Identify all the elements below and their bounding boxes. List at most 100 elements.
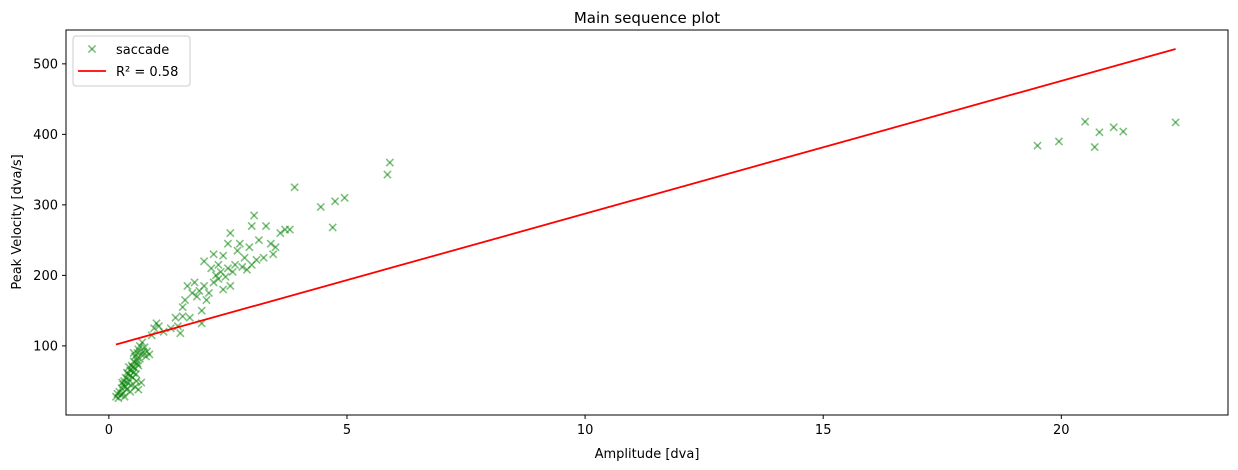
- scatter-point: [226, 228, 235, 238]
- scatter-point: [188, 288, 197, 298]
- scatter-point: [233, 246, 242, 255]
- scatter-point: [330, 197, 340, 206]
- scatter-point: [218, 285, 228, 294]
- scatter-point: [183, 281, 192, 291]
- y-tick-label: 300: [33, 198, 58, 213]
- scatter-point: [214, 274, 223, 284]
- scatter-point: [118, 378, 127, 387]
- scatter-point: [140, 343, 149, 352]
- legend: saccade R² = 0.58: [72, 35, 191, 87]
- scatter-point: [178, 312, 187, 321]
- scatter-point: [137, 378, 146, 387]
- scatter-point: [328, 223, 337, 232]
- scatter-point: [131, 369, 141, 379]
- scatter-point: [385, 158, 395, 167]
- scatter-point: [209, 278, 218, 287]
- x-axis: 0 5 10 15 20: [105, 415, 1070, 438]
- scatter-point: [120, 392, 129, 401]
- x-tick-label: 15: [815, 423, 832, 438]
- legend-label-saccade: saccade: [116, 43, 169, 58]
- scatter-point: [190, 278, 199, 287]
- scatter-point: [238, 262, 247, 272]
- scatter-point: [226, 281, 235, 291]
- scatter-point: [261, 221, 271, 231]
- scatter-point: [290, 183, 299, 192]
- scatter-point: [178, 302, 187, 312]
- scatter-point: [132, 355, 141, 365]
- plot-area-frame: [65, 29, 1229, 416]
- scatter-point: [252, 255, 261, 265]
- scatter-point: [180, 295, 190, 305]
- scatter-point: [221, 272, 230, 281]
- scatter-point: [129, 348, 138, 358]
- scatter-point: [134, 361, 143, 370]
- scatter-point: [1171, 118, 1180, 127]
- x-tick-label: 20: [1053, 423, 1070, 438]
- x-tick-label: 0: [105, 423, 113, 438]
- scatter-point: [1090, 142, 1099, 152]
- scatter-point: [228, 267, 237, 277]
- scatter-point: [1109, 123, 1118, 132]
- scatter-point: [268, 250, 278, 259]
- scatter-point: [207, 264, 216, 273]
- legend-label-fit-line: R² = 0.58: [116, 65, 178, 80]
- scatter-point: [176, 329, 185, 338]
- scatter-point: [223, 239, 233, 248]
- scatter-point: [247, 221, 256, 231]
- scatter-point: [218, 251, 228, 260]
- scatter-point: [223, 264, 233, 273]
- scatter-point: [340, 193, 349, 202]
- scatter-point: [285, 225, 294, 234]
- plot-marks: [111, 48, 1180, 403]
- scatter-point: [192, 292, 202, 301]
- scatter-point: [276, 228, 285, 238]
- scatter-point: [259, 253, 268, 262]
- x-tick-label: 10: [577, 423, 594, 438]
- scatter-point: [171, 313, 180, 322]
- scatter-point: [266, 239, 275, 248]
- x-axis-label: Amplitude [dva]: [595, 447, 700, 462]
- scatter-point: [1095, 128, 1104, 137]
- y-tick-label: 200: [33, 269, 58, 284]
- scatter-point: [249, 211, 259, 220]
- x-tick-label: 5: [343, 423, 351, 438]
- scatter-point: [235, 239, 244, 248]
- scatter-point: [240, 253, 249, 262]
- scatter-point: [209, 250, 218, 259]
- scatter-point: [199, 281, 209, 291]
- scatter-point: [383, 170, 392, 179]
- scatter-point: [1080, 117, 1090, 126]
- scatter-point: [132, 376, 141, 386]
- scatter-point: [199, 257, 209, 266]
- scatter-point: [230, 260, 240, 269]
- y-tick-label: 500: [33, 57, 58, 72]
- scatter-point: [1054, 137, 1064, 146]
- scatter-point: [138, 338, 147, 347]
- fit-line: [115, 48, 1176, 346]
- scatter-point: [271, 243, 280, 252]
- scatter-point: [316, 202, 325, 212]
- scatter-point: [124, 362, 134, 372]
- chart-title: Main sequence plot: [574, 9, 720, 27]
- legend-x-marker: [87, 44, 97, 54]
- scatter-point: [145, 350, 154, 359]
- y-axis: 100 200 300 400 500: [33, 57, 66, 354]
- y-tick-label: 400: [33, 128, 58, 143]
- scatter-point: [185, 313, 194, 322]
- scatter-point: [202, 295, 211, 305]
- scatter-point: [134, 385, 143, 394]
- legend-marker-saccade: [87, 44, 97, 54]
- scatter-point: [197, 306, 206, 315]
- scatter-point: [254, 235, 264, 245]
- scatter-point: [204, 288, 214, 298]
- scatter-point: [149, 324, 159, 333]
- legend-box: [72, 35, 191, 87]
- y-axis-label: Peak Velocity [dva/s]: [10, 154, 25, 289]
- y-tick-label: 100: [33, 339, 58, 354]
- scatter-point: [214, 260, 223, 269]
- scatter-point: [122, 368, 132, 377]
- scatter-point: [1033, 141, 1042, 150]
- scatter-point: [1119, 127, 1128, 136]
- scatter-point: [245, 243, 254, 252]
